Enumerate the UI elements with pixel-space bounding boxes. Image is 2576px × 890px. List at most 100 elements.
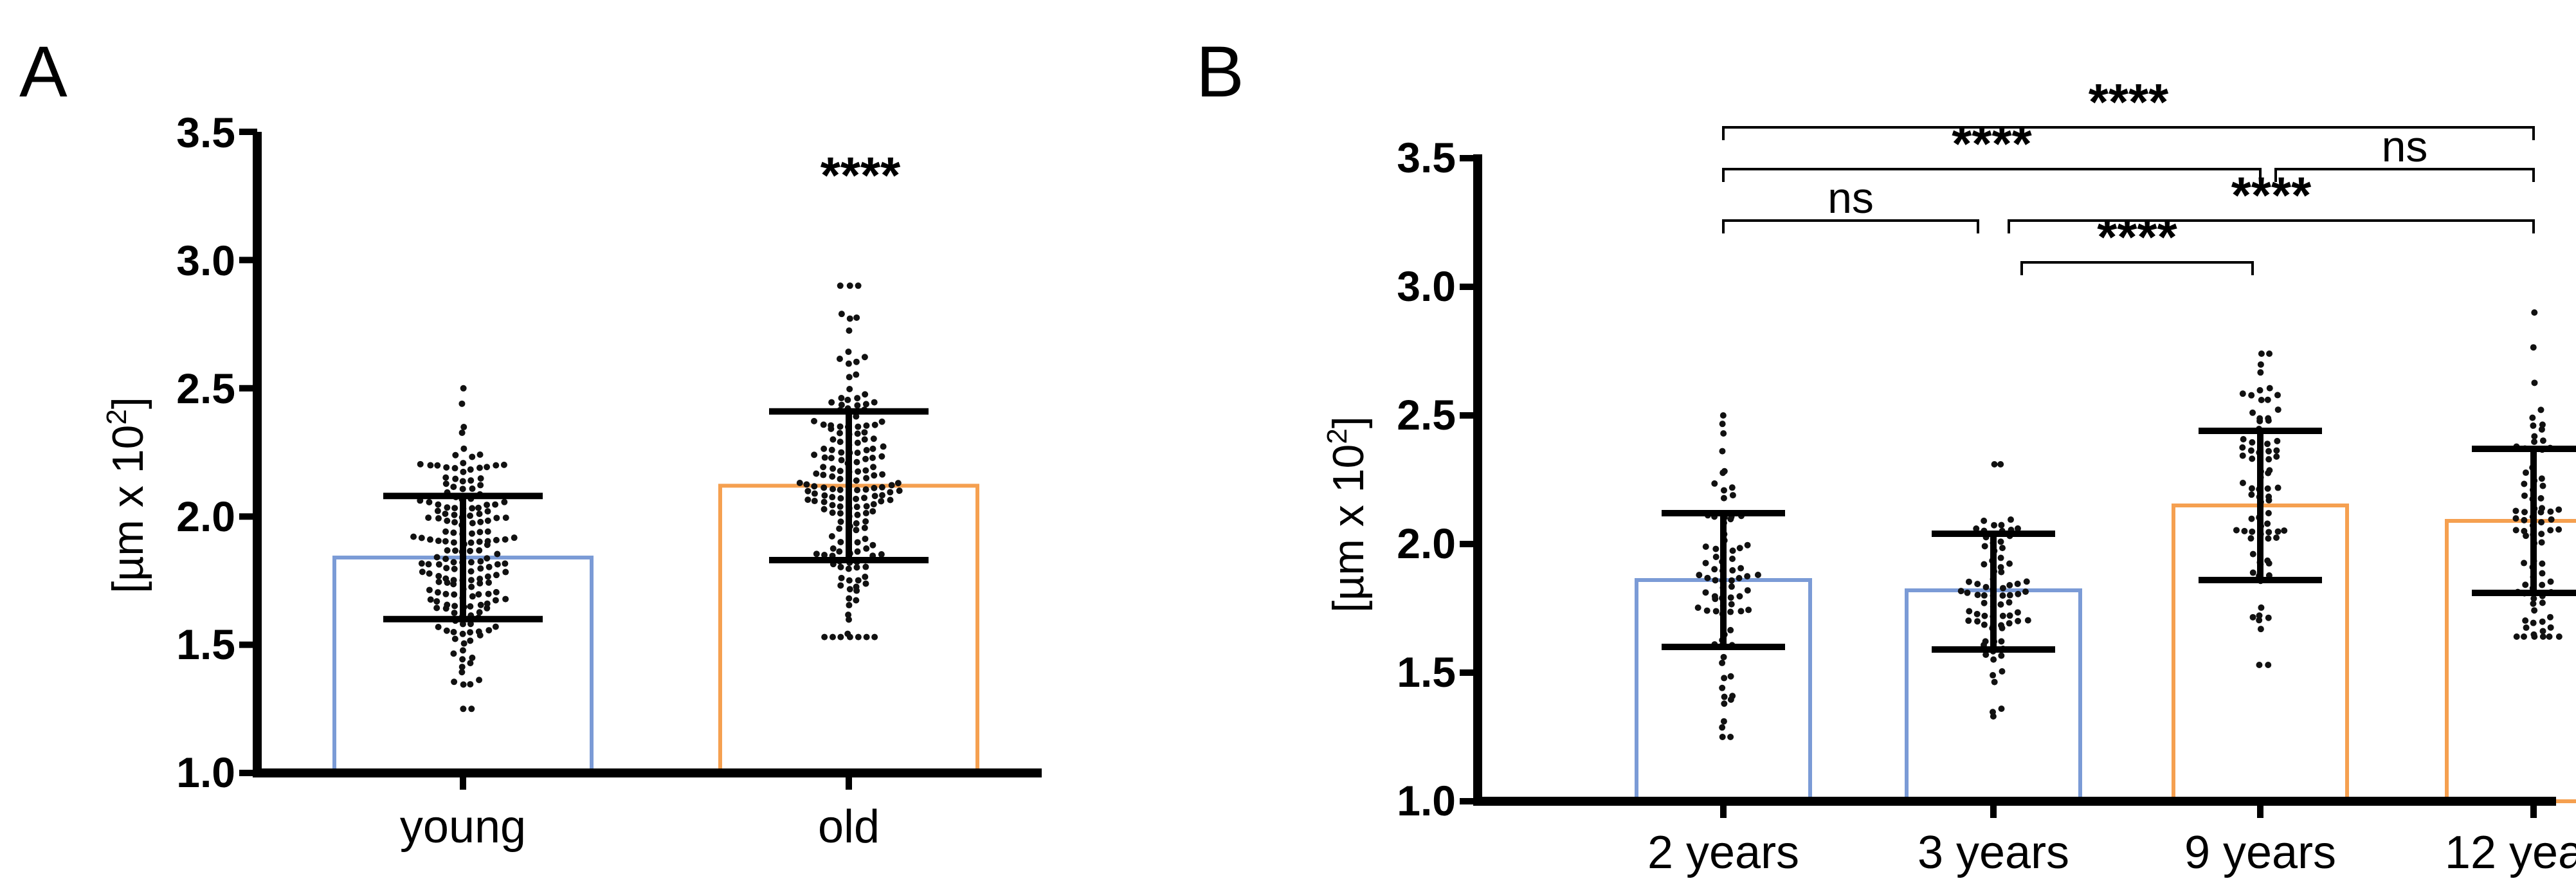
data-point [853,358,860,365]
data-point [1729,567,1736,574]
data-point [459,647,466,654]
data-point [1998,568,2005,576]
panel-b-ylabel-main: [µm x 10 [1324,444,1373,613]
data-point [2015,590,2022,597]
data-point [837,503,844,510]
data-point [1729,693,1736,700]
data-point [451,635,458,642]
data-point [2257,361,2264,368]
data-point [2547,624,2554,631]
data-point [869,541,876,549]
data-point [476,511,483,518]
data-point [855,423,862,430]
panel-a-ytick-label: 1.0 [176,749,235,796]
data-point [485,579,493,586]
data-point [450,650,457,657]
data-point [2555,506,2562,513]
data-point [2539,560,2546,567]
data-point [2258,604,2265,611]
data-point [467,568,475,575]
data-point [870,464,877,471]
data-point [443,565,450,572]
data-point [2256,662,2263,668]
data-point [1712,554,1719,561]
bracket-label: ns [2382,122,2428,171]
data-point [476,451,484,459]
data-point [2274,392,2281,399]
data-point [444,601,451,608]
data-point [853,504,860,511]
data-point [2521,509,2528,516]
data-point [1727,734,1734,740]
data-point [869,445,876,452]
data-point [2521,480,2528,487]
data-point [853,371,860,378]
data-point [863,545,870,552]
data-point [477,601,484,608]
panel-a-ytick-label: 3.0 [176,237,235,284]
panel-b-ytick-label: 1.5 [1397,648,1456,696]
data-point [467,603,474,610]
data-point [476,677,483,684]
data-point [419,568,426,576]
data-point [2522,617,2529,624]
data-point [1973,610,1981,617]
significance-bracket: ns [2274,122,2535,182]
data-point [2539,437,2546,444]
data-point [2530,619,2537,626]
data-point [484,517,491,524]
data-point [2239,452,2246,459]
data-point [846,282,853,289]
data-point [830,545,837,552]
data-point [2022,588,2029,595]
panel-a-x-axis: young old [400,773,880,853]
data-point [1965,617,1972,624]
data-point [1974,618,1981,625]
data-point [2249,528,2256,535]
data-point [813,470,820,477]
data-point [1997,461,2004,468]
data-point [836,355,843,362]
data-point [2247,535,2254,542]
data-point [2531,607,2538,614]
data-point [442,556,449,563]
data-point [460,424,467,431]
data-point [2512,515,2519,522]
data-point [459,630,466,637]
panel-a-significance-label: **** [821,147,901,204]
data-point [477,482,484,489]
data-point [820,421,827,428]
data-point [837,468,844,475]
data-point [1727,608,1734,615]
data-point [853,564,860,571]
data-point [846,385,853,392]
data-point [1721,700,1728,707]
data-point [467,681,474,688]
data-point [1729,492,1736,499]
data-point [450,539,457,546]
data-point [2014,609,2021,616]
data-point [1728,601,1735,608]
data-point [2266,467,2273,474]
data-point [1981,599,1988,606]
data-point [501,498,508,505]
data-point [2555,633,2562,640]
data-point [2264,520,2271,527]
data-point [1702,589,1709,596]
data-point [1999,592,2006,599]
data-point [484,538,491,545]
data-point [2265,509,2272,516]
data-point [846,595,853,602]
data-point [1744,573,1751,580]
data-point [476,576,484,583]
data-point [477,558,484,565]
data-point [846,602,853,609]
panel-b-ylabel-sup: 2 [1321,428,1353,444]
data-point [846,616,853,623]
data-point [811,417,818,424]
data-point [1754,572,1761,579]
data-point [861,436,868,443]
data-point [878,498,885,505]
data-point [458,400,466,407]
data-point [2257,369,2264,376]
